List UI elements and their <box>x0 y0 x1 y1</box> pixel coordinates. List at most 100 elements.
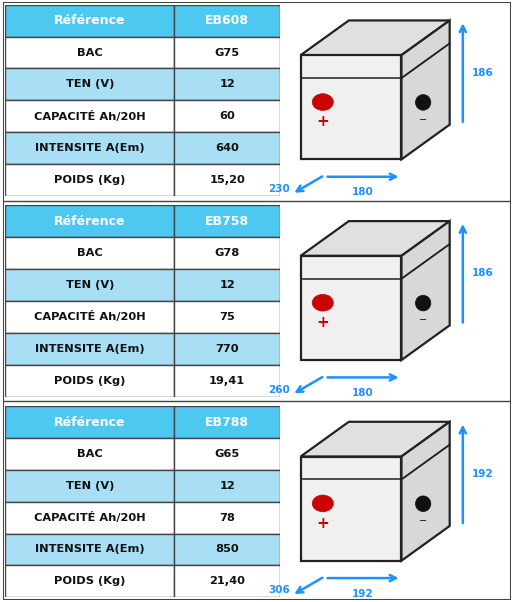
Text: 230: 230 <box>268 184 290 194</box>
Bar <box>5 333 174 365</box>
Text: 186: 186 <box>472 67 493 78</box>
Bar <box>174 37 280 69</box>
Bar <box>5 565 174 597</box>
Text: CAPACITÉ Ah/20H: CAPACITÉ Ah/20H <box>34 311 145 323</box>
Text: G65: G65 <box>214 449 240 459</box>
Circle shape <box>313 94 333 110</box>
Polygon shape <box>401 422 450 560</box>
Text: 192: 192 <box>352 589 374 598</box>
Ellipse shape <box>415 95 431 110</box>
Text: +: + <box>317 315 329 330</box>
Bar <box>5 438 174 470</box>
Text: INTENSITE A(Em): INTENSITE A(Em) <box>35 143 144 153</box>
Bar <box>5 406 174 438</box>
Bar <box>5 205 174 237</box>
Text: TEN (V): TEN (V) <box>65 79 114 90</box>
Bar <box>174 69 280 101</box>
Ellipse shape <box>415 496 431 512</box>
Text: 180: 180 <box>352 388 374 398</box>
Text: 180: 180 <box>352 187 374 197</box>
Bar <box>174 470 280 501</box>
Polygon shape <box>401 221 450 360</box>
Text: POIDS (Kg): POIDS (Kg) <box>54 175 125 185</box>
Polygon shape <box>301 221 450 256</box>
Text: 186: 186 <box>472 268 493 278</box>
Bar <box>174 301 280 333</box>
Bar <box>5 237 174 269</box>
Bar <box>5 533 174 565</box>
Bar <box>174 205 280 237</box>
Bar <box>5 69 174 101</box>
Bar <box>5 132 174 164</box>
Text: +: + <box>317 114 329 129</box>
Bar <box>174 237 280 269</box>
Text: −: − <box>419 115 427 125</box>
Bar <box>174 406 280 438</box>
Text: 260: 260 <box>268 385 290 394</box>
Text: BAC: BAC <box>77 449 103 459</box>
Text: BAC: BAC <box>77 248 103 258</box>
Circle shape <box>313 294 333 311</box>
Text: EB758: EB758 <box>205 215 249 228</box>
Text: POIDS (Kg): POIDS (Kg) <box>54 376 125 386</box>
Bar <box>5 164 174 196</box>
Bar <box>174 333 280 365</box>
Bar <box>5 365 174 397</box>
Text: 640: 640 <box>215 143 239 153</box>
Text: 306: 306 <box>268 585 290 595</box>
Ellipse shape <box>415 295 431 311</box>
Text: −: − <box>419 315 427 326</box>
Text: INTENSITE A(Em): INTENSITE A(Em) <box>35 544 144 554</box>
Text: POIDS (Kg): POIDS (Kg) <box>54 576 125 586</box>
Text: INTENSITE A(Em): INTENSITE A(Em) <box>35 344 144 354</box>
Polygon shape <box>401 20 450 160</box>
Bar <box>5 301 174 333</box>
Bar <box>174 101 280 132</box>
Bar <box>174 365 280 397</box>
Text: 60: 60 <box>219 111 235 121</box>
Text: Référence: Référence <box>54 415 125 429</box>
Text: TEN (V): TEN (V) <box>65 481 114 491</box>
Text: Référence: Référence <box>54 14 125 27</box>
Text: 75: 75 <box>219 312 235 322</box>
Text: +: + <box>317 516 329 531</box>
Text: EB608: EB608 <box>205 14 249 27</box>
Bar <box>301 456 401 560</box>
Text: 15,20: 15,20 <box>209 175 245 185</box>
Bar <box>5 269 174 301</box>
Bar <box>174 164 280 196</box>
Circle shape <box>313 495 333 512</box>
Bar <box>174 501 280 533</box>
Text: −: − <box>419 516 427 526</box>
Bar <box>301 55 401 160</box>
Text: Référence: Référence <box>54 215 125 228</box>
Polygon shape <box>301 422 450 456</box>
Text: TEN (V): TEN (V) <box>65 280 114 290</box>
Text: CAPACITÉ Ah/20H: CAPACITÉ Ah/20H <box>34 512 145 523</box>
Text: G75: G75 <box>215 48 240 58</box>
Text: 192: 192 <box>472 469 493 479</box>
Text: 78: 78 <box>219 512 235 523</box>
Polygon shape <box>301 20 450 55</box>
Text: 12: 12 <box>219 280 235 290</box>
Bar <box>5 37 174 69</box>
Text: G78: G78 <box>214 248 240 258</box>
Text: 19,41: 19,41 <box>209 376 245 386</box>
Bar <box>5 501 174 533</box>
Bar <box>174 438 280 470</box>
Text: CAPACITÉ Ah/20H: CAPACITÉ Ah/20H <box>34 111 145 122</box>
Bar <box>5 5 174 37</box>
Bar <box>5 101 174 132</box>
Text: 770: 770 <box>215 344 239 354</box>
Text: BAC: BAC <box>77 48 103 58</box>
Bar <box>174 132 280 164</box>
Bar <box>174 5 280 37</box>
Text: 21,40: 21,40 <box>209 576 245 586</box>
Text: 12: 12 <box>219 79 235 90</box>
Bar <box>301 256 401 360</box>
Bar <box>174 533 280 565</box>
Bar <box>5 470 174 501</box>
Text: 12: 12 <box>219 481 235 491</box>
Text: EB788: EB788 <box>205 415 249 429</box>
Bar <box>174 565 280 597</box>
